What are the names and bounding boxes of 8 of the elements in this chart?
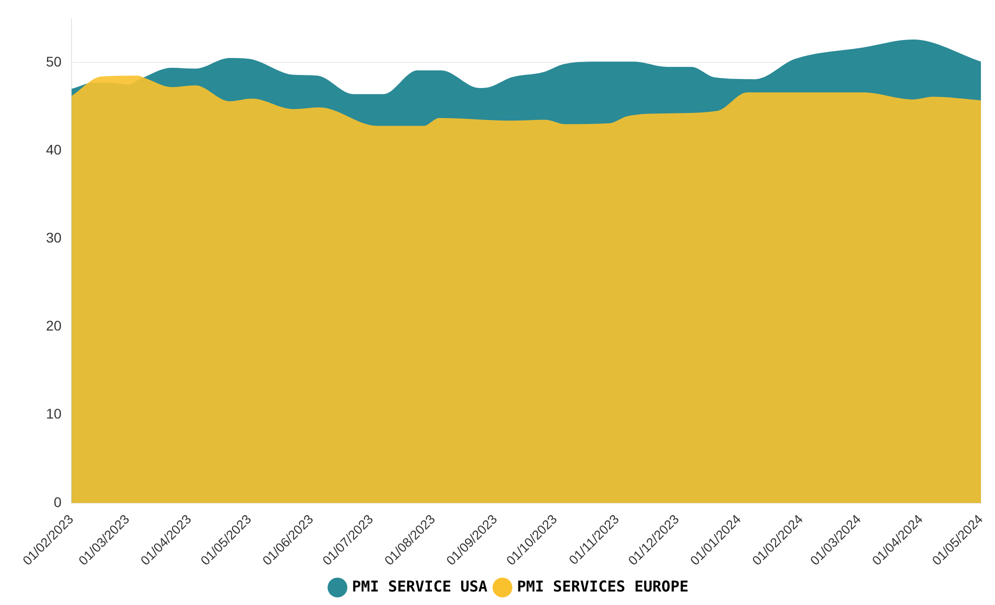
y-tick-label: 30 [46, 230, 62, 246]
legend-label: PMI SERVICES EUROPE [516, 577, 689, 596]
y-tick-label: 50 [46, 53, 62, 70]
y-tick-label: 10 [46, 406, 62, 422]
y-tick-label: 20 [46, 318, 62, 334]
legend-label: PMI SERVICE USA [352, 577, 488, 596]
y-tick-label: 40 [46, 141, 62, 158]
y-tick-label: 0 [54, 494, 62, 510]
